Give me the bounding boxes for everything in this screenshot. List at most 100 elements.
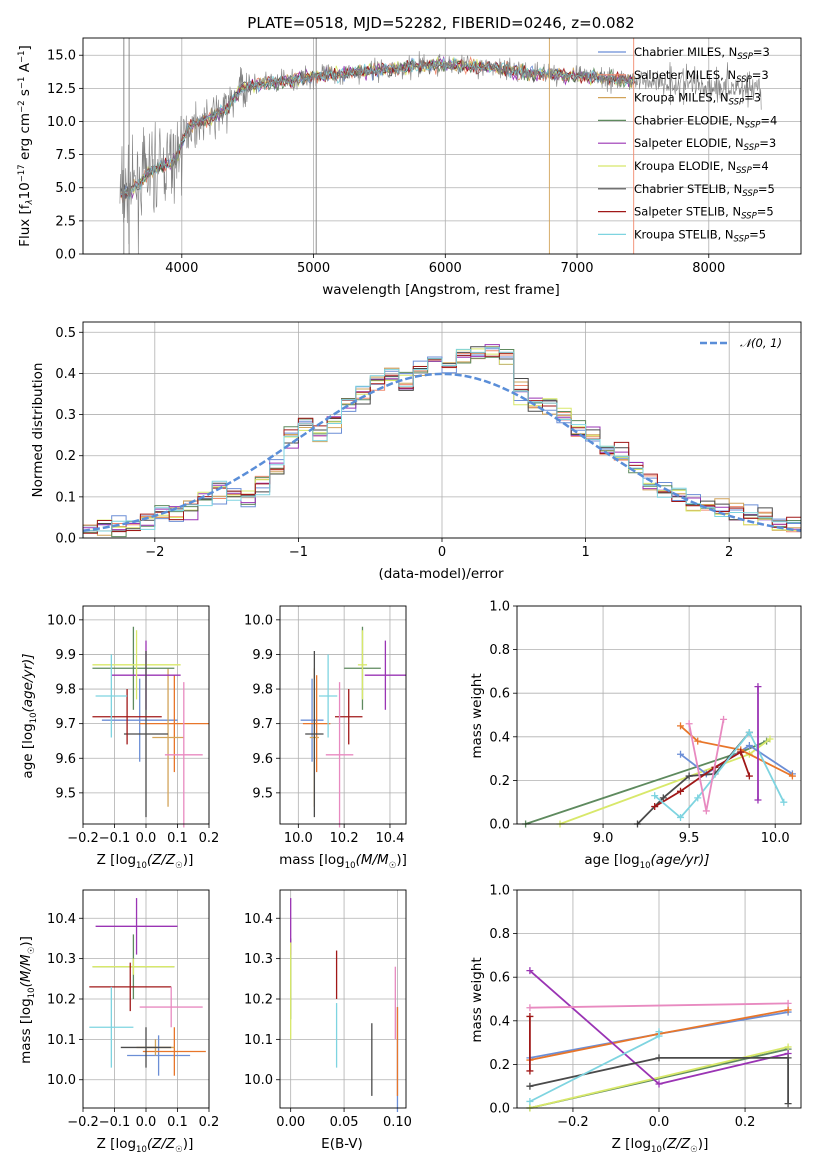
age-ylabel: age [log10(age/yr)]	[20, 653, 39, 778]
y-tick-label: 15.0	[47, 49, 76, 64]
residual-histogram-step	[82, 346, 801, 538]
mass-weight-marker	[745, 728, 753, 736]
y-tick-label: 0.2	[55, 449, 76, 464]
y-tick-label: 0.0	[489, 818, 510, 833]
mass-weight-marker	[659, 794, 667, 802]
figure-title: PLATE=0518, MJD=52282, FIBERID=0246, z=0…	[247, 14, 634, 32]
spectrum-legend: Chabrier MILES, NSSP=3 Salpeter MILES, NS…	[598, 45, 777, 244]
residual-histogram-panel: −2 −1 0 1 2 0.0 0.1 0.2 0.3 0.4 0.5	[55, 321, 802, 560]
y-tick-label: 5.0	[55, 181, 76, 196]
mass-weight-marker	[526, 1097, 534, 1105]
y-tick-label: 2.5	[55, 214, 76, 229]
y-tick-label: 0.4	[489, 730, 510, 745]
residuals-legend: 𝒩(0, 1)	[700, 336, 782, 350]
y-tick-label: 0.3	[55, 408, 76, 423]
legend-label: Salpeter MILES, NSSP=3	[634, 68, 769, 85]
mass-weight-marker	[677, 722, 685, 730]
y-tick-label: 9.9	[55, 648, 76, 663]
mass-weight-marker	[784, 1006, 792, 1014]
y-tick-label: 9.5	[55, 786, 76, 801]
residuals-xlabel: (data-model)/error	[378, 566, 504, 582]
y-tick-label: 0.0	[489, 1102, 510, 1117]
axes-frame	[82, 605, 210, 825]
mass-vs-metallicity-panel: −0.2 −0.1 0.0 0.1 0.2 10.0 10.1 10.2 10.3 10.4	[47, 889, 220, 1130]
legend-label: Kroupa STELIB, NSSP=5	[634, 227, 766, 244]
age-vs-metallicity-panel: −0.2 −0.1 0.0 0.1 0.2 9.5 9.6 9.7 9.8 9.9 10.0	[47, 605, 219, 846]
legend-label: Salpeter ELODIE, NSSP=3	[634, 136, 776, 153]
x-tick-label: 5000	[297, 261, 330, 276]
gaussian-legend-label: 𝒩(0, 1)	[740, 336, 782, 350]
mass-weight-marker	[784, 1043, 792, 1051]
legend-label: Kroupa MILES, NSSP=3	[634, 91, 761, 108]
x-tick-label: 1	[581, 545, 589, 560]
axes-frame	[82, 889, 210, 1109]
x-tick-label: 6000	[429, 261, 462, 276]
mass-weight-marker	[745, 742, 753, 750]
mass-weight-marker	[694, 737, 702, 745]
x-tick-label: 7000	[560, 261, 593, 276]
legend-label: Kroupa ELODIE, NSSP=4	[634, 159, 769, 176]
y-tick-label: 0.1	[55, 490, 76, 505]
mass-weight-marker	[685, 720, 693, 728]
y-tick-label: 0.2	[489, 774, 510, 789]
observed-spectrum-line	[119, 51, 762, 254]
mass-weight-marker	[694, 794, 702, 802]
y-tick-label: 9.6	[55, 752, 76, 767]
x-tick-label: 0.10	[383, 1115, 412, 1130]
x-tick-label: −0.1	[99, 831, 131, 846]
spectrum-panel: 4000 5000 6000 7000 8000 0.0 2.5 5.0 7.5 10.0 12.5…	[47, 37, 802, 276]
y-tick-label: 10.1	[244, 1033, 273, 1048]
axes-frame	[82, 321, 802, 539]
x-tick-label: 4000	[165, 261, 198, 276]
y-tick-label: 9.7	[55, 717, 76, 732]
mass-weight-marker	[745, 772, 753, 780]
axes-frame	[279, 889, 407, 1109]
axes-frame	[516, 605, 802, 825]
y-tick-label: 9.5	[252, 786, 273, 801]
x-tick-label: −0.2	[67, 1115, 99, 1130]
y-tick-label: 10.1	[47, 1033, 76, 1048]
x-tick-label: 10.4	[375, 831, 404, 846]
x-tick-label: −2	[145, 545, 164, 560]
model-spectrum-line	[120, 59, 636, 199]
y-tick-label: 10.2	[47, 993, 76, 1008]
y-tick-label: 1.0	[489, 884, 510, 899]
age-vs-mass-panel: 10.0 10.2 10.4 9.5 9.6 9.7 9.8 9.9 10.0	[244, 605, 407, 846]
x-tick-label: 0.2	[199, 1115, 220, 1130]
x-tick-label: 2	[725, 545, 733, 560]
y-tick-label: 10.0	[244, 613, 273, 628]
x-tick-label: 0.0	[649, 1115, 670, 1130]
mwage-xlabel: age [log10(age/yr)]	[584, 852, 709, 871]
y-tick-label: 7.5	[55, 148, 76, 163]
spectrum-xlabel: wavelength [Angstrom, rest frame]	[322, 282, 560, 298]
y-tick-label: 0.8	[489, 927, 510, 942]
y-tick-label: 0.6	[489, 687, 510, 702]
mass-weight-marker	[677, 787, 685, 795]
mass-weight-marker	[651, 792, 659, 800]
y-tick-label: 10.4	[244, 912, 273, 927]
mass-weight-marker	[766, 735, 774, 743]
x-tick-label: 10.0	[761, 831, 790, 846]
mwz-ylabel: mass weight	[469, 957, 485, 1042]
x-tick-label: 0.05	[330, 1115, 359, 1130]
axes-frame	[82, 37, 802, 255]
mass-weight-marker	[788, 772, 796, 780]
x-tick-label: −0.2	[557, 1115, 589, 1130]
mass-weight-line	[529, 1002, 789, 1009]
mass-vs-ebv-panel: 0.00 0.05 0.10 10.0 10.1 10.2 10.3 10.4	[244, 889, 412, 1130]
mass-weight-marker	[677, 813, 685, 821]
y-tick-label: 10.2	[244, 993, 273, 1008]
y-tick-label: 0.6	[489, 971, 510, 986]
y-tick-label: 0.4	[489, 1014, 510, 1029]
mass-weight-line	[525, 740, 767, 825]
y-tick-label: 9.8	[55, 683, 76, 698]
mass-weight-marker	[526, 1012, 534, 1020]
x-tick-label: 0.0	[136, 831, 157, 846]
x-tick-label: 0.1	[167, 1115, 188, 1130]
x-tick-label: 8000	[692, 261, 725, 276]
mass-weight-marker	[526, 1067, 534, 1075]
y-tick-label: 10.0	[47, 613, 76, 628]
y-tick-label: 9.7	[252, 717, 273, 732]
mass-weight-vs-metallicity-panel: −0.2 0.0 0.2 0.0 0.2 0.4 0.6 0.8 1.0	[489, 884, 802, 1130]
